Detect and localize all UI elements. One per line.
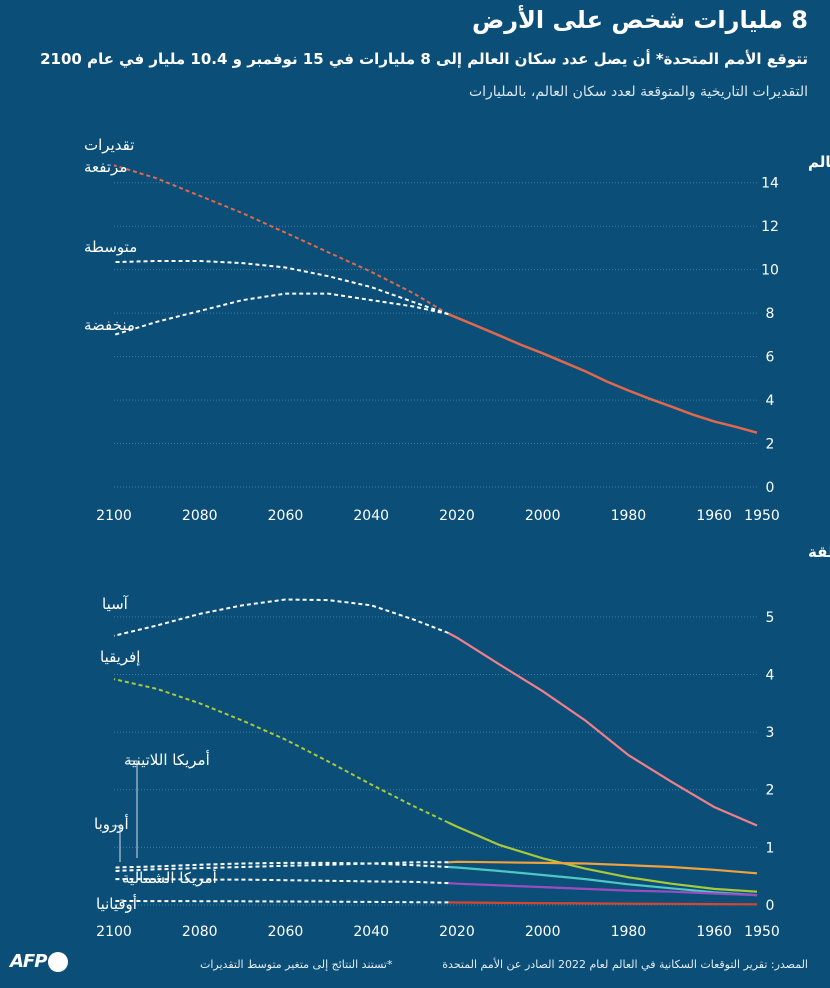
label-low: منخفضة [84, 316, 135, 334]
label-high-line2: مرتفعة [84, 158, 127, 176]
projection-medium [113, 260, 449, 316]
label-africa: إفريقيا [100, 648, 140, 666]
x-tick-label: 2040 [353, 508, 389, 524]
latin_america-projection-line [113, 861, 449, 869]
x-tick-label: 1960 [696, 508, 732, 524]
europe-projection-line [113, 861, 449, 872]
y-tick-label: 8 [766, 306, 775, 322]
y-tick-label: 2 [766, 437, 775, 453]
label-leaders [112, 760, 138, 862]
x-tick-label: 2040 [353, 924, 389, 940]
chart-title: 8 مليارات شخص على الأرض [471, 6, 808, 34]
label-north-america: أمريكا الشمالية [122, 868, 217, 887]
oceania-historical-line [448, 901, 758, 906]
world-series [113, 164, 758, 434]
y-tick-label: 1 [766, 840, 775, 856]
x-tick-label: 1980 [611, 508, 647, 524]
region-labels: آسيا إفريقيا أمريكا اللاتينية أوروبا أمر… [94, 595, 217, 913]
region-y-axis: 0 1 2 3 4 5 [766, 610, 775, 914]
x-tick-label: 2060 [268, 924, 304, 940]
world-section-label: في العالم [808, 153, 830, 171]
label-medium: متوسطة [84, 238, 137, 256]
x-tick-label: 1960 [696, 924, 732, 940]
europe-historical-line [448, 860, 758, 875]
label-europe: أوروبا [94, 814, 129, 833]
y-tick-label: 4 [766, 667, 775, 683]
asia-historical-line [447, 632, 758, 827]
chart-description: التقديرات التاريخية والمتوقعة لعدد سكان … [468, 84, 808, 100]
x-tick-label: 2060 [268, 508, 304, 524]
asia-projection-line [113, 598, 449, 637]
label-latin-america: أمريكا اللاتينية [124, 750, 210, 769]
world-gridlines [114, 182, 757, 488]
x-tick-label: 1980 [611, 924, 647, 940]
leader-latin-america [128, 760, 138, 858]
world-projection-labels: تقديرات مرتفعة متوسطة منخفضة [84, 136, 137, 334]
x-tick-label: 2080 [182, 924, 218, 940]
label-asia: آسيا [102, 595, 129, 613]
projection-low [113, 292, 449, 336]
chart-subtitle: تتوقع الأمم المتحدة* أن يصل عدد سكان الع… [40, 50, 808, 68]
africa-projection-line [113, 678, 449, 824]
y-tick-label: 14 [761, 176, 779, 192]
projection-high [113, 164, 449, 316]
world-y-axis: 0 2 4 6 8 10 12 14 [761, 176, 779, 496]
africa-historical-line [447, 821, 758, 893]
x-tick-label: 2000 [525, 508, 561, 524]
label-oceania: أوقيانيا [96, 894, 137, 913]
region-gridlines [114, 616, 757, 906]
afp-logo-text: AFP [10, 951, 47, 972]
y-tick-label: 2 [766, 783, 775, 799]
x-tick-label: 2100 [96, 924, 132, 940]
north_america-projection-line [114, 878, 449, 885]
source-text: المصدر: تقرير التوقعات السكانية في العال… [442, 958, 808, 971]
y-tick-label: 4 [766, 393, 775, 409]
x-tick-label: 2100 [96, 508, 132, 524]
north_america-historical-line [448, 882, 758, 897]
y-tick-label: 0 [766, 898, 775, 914]
x-tick-label: 2020 [439, 924, 475, 940]
region-x-axis: 2100 2080 2060 2040 2020 2000 1980 1960 1950 [96, 924, 780, 940]
world-x-axis: 2100 2080 2060 2040 2020 2000 1980 1960 1950 [96, 508, 780, 524]
region-section-label: حسب المنطقة [808, 543, 830, 561]
note-text: *تستند النتائج إلى متغير متوسط التقديرات [200, 958, 393, 971]
y-tick-label: 5 [766, 610, 775, 626]
x-tick-label: 1950 [744, 924, 780, 940]
x-tick-label: 2000 [525, 924, 561, 940]
afp-logo-dot [48, 952, 69, 972]
world-historical-line [447, 313, 758, 434]
x-tick-label: 1950 [744, 508, 780, 524]
y-tick-label: 6 [766, 350, 775, 366]
y-tick-label: 10 [761, 263, 779, 279]
label-high-line1: تقديرات [84, 136, 134, 154]
leader-europe [112, 825, 121, 862]
y-tick-label: 12 [761, 219, 779, 235]
latin_america-historical-line [448, 865, 758, 897]
y-tick-label: 3 [766, 725, 775, 741]
y-tick-label: 0 [766, 480, 775, 496]
oceania-projection-line [113, 900, 449, 904]
x-tick-label: 2020 [439, 508, 475, 524]
afp-logo: AFP [10, 951, 69, 972]
region-series [113, 598, 758, 906]
x-tick-label: 2080 [182, 508, 218, 524]
